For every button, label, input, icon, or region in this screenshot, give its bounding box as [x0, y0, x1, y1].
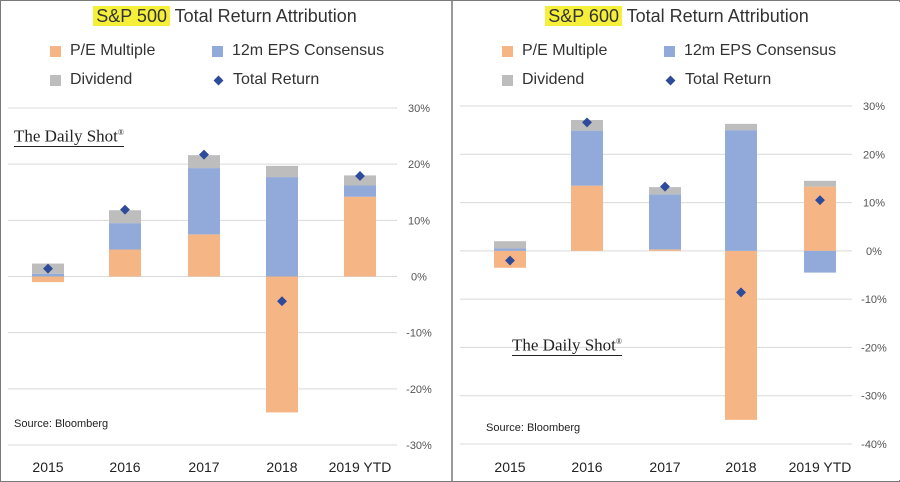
y-tick-label: -30% [406, 440, 432, 452]
bar-segment-eps [109, 223, 141, 250]
legend-pe: P/E Multiple [502, 42, 607, 60]
bar-segment-pe [344, 196, 376, 277]
bar-segment-div [494, 241, 526, 249]
sp500-panel: 30% 20% 10% 0% -10% -20% -30% 2015 2016 2017 2018 2… [2, 2, 448, 480]
bar-segment-eps [649, 194, 681, 250]
bar-segment-eps [32, 273, 64, 277]
legend-total: Total Return [664, 71, 771, 89]
y-tick-label: -10% [861, 294, 887, 306]
legend-total-label: Total Return [685, 71, 772, 88]
legend-pe-label: P/E Multiple [70, 42, 156, 59]
bar-segment-eps [188, 168, 220, 235]
bar-segment-div [188, 155, 220, 169]
sp600-title-rest: Total Return Attribution [621, 6, 809, 26]
total-return-marker [736, 287, 746, 298]
total-return-marker [355, 171, 365, 181]
legend-total-marker [213, 75, 224, 85]
sp500-source: Source: Bloomberg [14, 418, 109, 430]
bar-segment-eps [344, 185, 376, 197]
legend-eps: 12m EPS Consensus [664, 42, 836, 60]
legend-eps-swatch [664, 45, 675, 57]
sp500-title: S&P 500 Total Return Attribution [2, 6, 448, 27]
bar-segment-div [266, 165, 298, 178]
bar-segment-eps [266, 177, 298, 277]
watermark-text: The Daily Shot [14, 126, 118, 146]
bar-segment-pe [109, 249, 141, 277]
y-tick-label: 10% [408, 215, 430, 227]
y-tick-label: 0% [866, 246, 882, 258]
bar-segment-div [725, 123, 757, 131]
x-category-label: 2016 [109, 459, 140, 475]
x-category-label: 2019 YTD [789, 459, 852, 475]
bar-segment-eps [725, 130, 757, 251]
watermark-logo: The Daily Shot® [512, 333, 622, 356]
x-category-label: 2018 [266, 459, 297, 475]
legend-div-label: Dividend [70, 71, 133, 88]
legend-div-swatch [502, 74, 513, 86]
sp600-chart: 30% 20% 10% 0% -10% -20% -30% -40% 2015 2016 2017 2… [460, 101, 887, 475]
bar-segment-div [804, 180, 836, 187]
total-return-marker [582, 117, 592, 128]
legend-div-label: Dividend [522, 71, 585, 88]
x-category-label: 2017 [649, 459, 680, 475]
x-category-label: 2018 [725, 459, 756, 475]
legend-div-swatch [50, 74, 61, 86]
x-category-label: 2019 YTD [329, 459, 392, 475]
y-tick-label: 20% [408, 159, 430, 171]
total-return-marker [660, 181, 670, 192]
x-category-label: 2015 [494, 459, 525, 475]
total-return-marker [277, 296, 287, 307]
watermark-logo: The Daily Shot® [14, 124, 124, 147]
bar-segment-eps [494, 248, 526, 251]
x-category-label: 2015 [32, 459, 63, 475]
sp600-source: Source: Bloomberg [486, 422, 581, 434]
y-tick-label: 10% [863, 198, 885, 210]
legend-div: Dividend [50, 71, 132, 89]
sp600-title-highlight: S&P 600 [545, 6, 622, 26]
legend-total-label: Total Return [233, 71, 320, 88]
legend-eps-label: 12m EPS Consensus [684, 42, 837, 59]
bar-segment-pe [725, 250, 757, 420]
legend-pe-swatch [502, 45, 513, 57]
total-return-marker [199, 149, 209, 160]
legend-eps-swatch [212, 45, 223, 57]
y-tick-label: -20% [861, 342, 887, 354]
y-tick-label: 20% [863, 149, 885, 161]
legend-pe: P/E Multiple [50, 42, 155, 60]
bar-segment-div [109, 210, 141, 224]
legend-pe-swatch [50, 45, 61, 57]
legend-eps: 12m EPS Consensus [212, 42, 384, 60]
legend-pe-label: P/E Multiple [522, 42, 608, 59]
y-tick-label: 0% [411, 272, 427, 284]
total-return-marker [815, 195, 825, 206]
y-tick-label: 30% [408, 103, 430, 115]
y-tick-label: -20% [406, 384, 432, 396]
sp500-chart: 30% 20% 10% 0% -10% -20% -30% 2015 2016 2017 2018 2… [8, 103, 432, 475]
x-category-label: 2016 [571, 459, 602, 475]
bar-segment-pe [32, 276, 64, 283]
y-tick-label: -40% [861, 439, 887, 451]
sp500-title-highlight: S&P 500 [93, 6, 170, 26]
legend-total-marker [665, 75, 676, 85]
y-tick-label: -10% [406, 328, 432, 340]
sp500-title-rest: Total Return Attribution [169, 6, 357, 26]
panel-divider [451, 1, 453, 481]
bar-segment-pe [649, 249, 681, 251]
sp600-title: S&P 600 Total Return Attribution [454, 6, 900, 27]
bar-segment-eps [571, 130, 603, 186]
y-tick-label: -30% [861, 391, 887, 403]
total-return-marker [120, 204, 130, 215]
bar-segment-pe [188, 234, 220, 277]
legend-div: Dividend [502, 71, 584, 89]
y-tick-label: 30% [863, 101, 885, 113]
sp600-panel: 30% 20% 10% 0% -10% -20% -30% -40% 2015 2016 2017 2… [454, 2, 900, 480]
bar-segment-pe [571, 185, 603, 251]
legend-eps-label: 12m EPS Consensus [232, 42, 385, 59]
legend-total: Total Return [212, 71, 319, 89]
x-category-label: 2017 [188, 459, 219, 475]
bar-segment-eps [804, 250, 836, 273]
watermark-text: The Daily Shot [512, 335, 616, 355]
